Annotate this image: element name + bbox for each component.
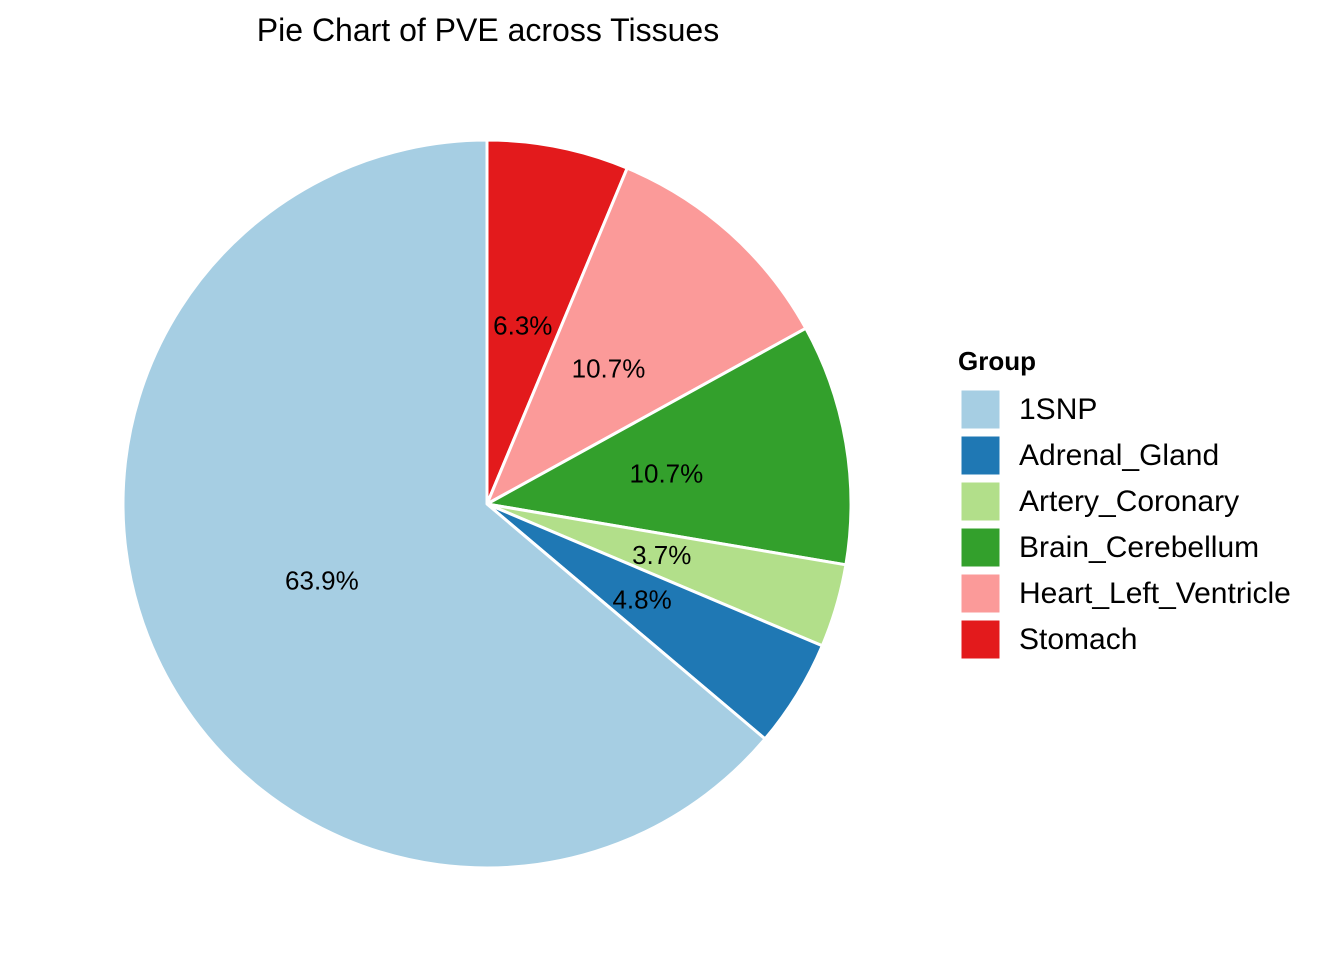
slice-label-artery-coronary: 3.7%	[632, 540, 691, 570]
legend-swatch-1snp	[960, 389, 1001, 430]
pie-slice-heart-left-ventricle	[485, 166, 808, 506]
pie-slice-brain-cerebellum	[485, 326, 853, 567]
pie-slice-stomach	[485, 138, 629, 506]
legend-label-stomach: Stomach	[1019, 623, 1137, 656]
pie-slices	[121, 138, 853, 870]
legend-label-1snp: 1SNP	[1019, 393, 1097, 426]
legend-title: Group	[958, 346, 1036, 376]
legend-swatch-heart-left-ventricle	[960, 573, 1001, 614]
pie-slice-1snp	[121, 138, 767, 870]
slice-label-adrenal-gland: 4.8%	[612, 584, 671, 614]
legend: Group 1SNP Adrenal_Gland Artery_Coronary Br…	[958, 346, 1291, 660]
legend-label-artery-coronary: Artery_Coronary	[1019, 485, 1239, 518]
legend-swatch-brain-cerebellum	[960, 527, 1001, 568]
slice-label-stomach: 6.3%	[493, 311, 552, 341]
pie-slice-labels: 6.3% 10.7% 10.7% 3.7% 4.8% 63.9%	[285, 311, 703, 615]
slice-label-brain-cerebellum: 10.7%	[630, 459, 704, 489]
legend-label-adrenal-gland: Adrenal_Gland	[1019, 439, 1219, 472]
chart-title: Pie Chart of PVE across Tissues	[257, 12, 719, 48]
legend-label-heart-left-ventricle: Heart_Left_Ventricle	[1019, 577, 1291, 610]
legend-swatch-adrenal-gland	[960, 435, 1001, 476]
legend-swatch-stomach	[960, 619, 1001, 660]
slice-label-heart-left-ventricle: 10.7%	[572, 354, 646, 384]
legend-swatch-artery-coronary	[960, 481, 1001, 522]
legend-label-brain-cerebellum: Brain_Cerebellum	[1019, 531, 1259, 564]
slice-label-1snp: 63.9%	[285, 566, 359, 596]
legend-items: 1SNP Adrenal_Gland Artery_Coronary Brain_Ce…	[960, 389, 1291, 660]
